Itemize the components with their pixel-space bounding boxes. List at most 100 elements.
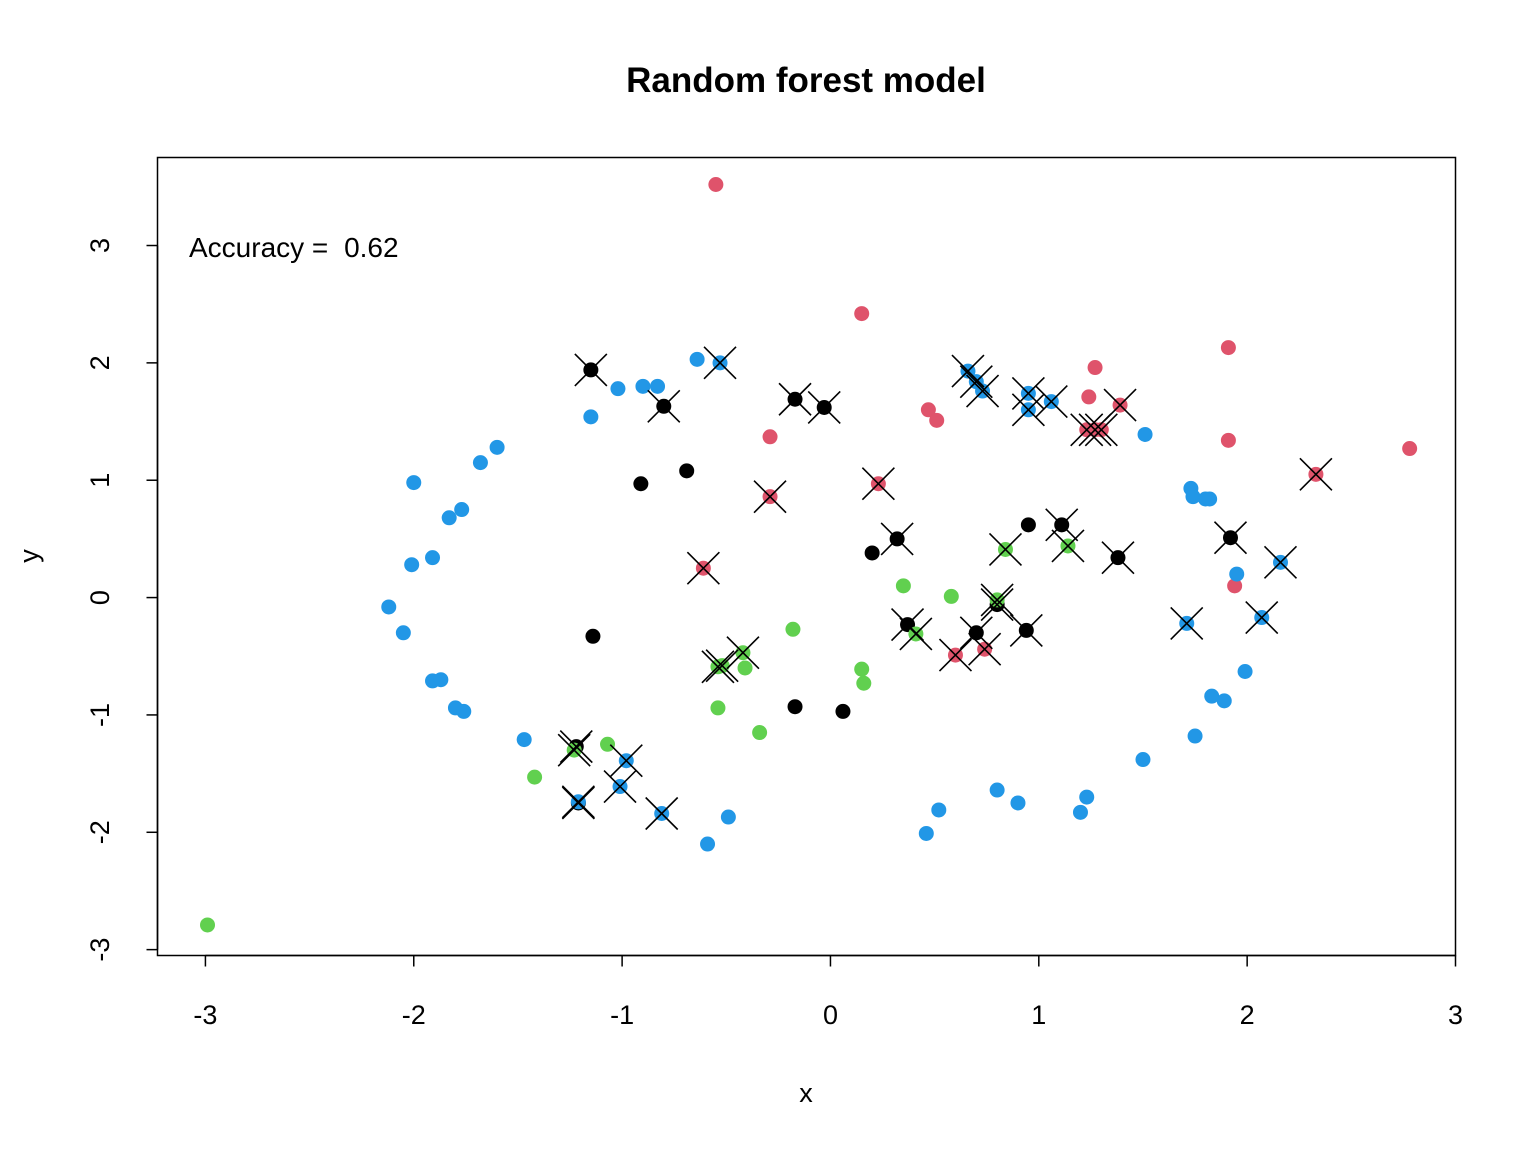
point-class-4 — [425, 550, 441, 566]
misclassified-cross — [1009, 613, 1043, 647]
misclassified-cross — [965, 374, 1000, 408]
point-class-3 — [895, 578, 911, 594]
misclassified-cross — [1034, 385, 1068, 419]
point-class-3 — [854, 661, 870, 677]
point-class-2 — [1220, 432, 1236, 448]
point-class-2 — [920, 402, 936, 418]
x-tick-label: 2 — [1240, 1000, 1255, 1030]
point-class-1 — [787, 699, 803, 715]
misclassified-cross — [1101, 541, 1135, 575]
misclassified-cross — [1245, 600, 1279, 635]
point-class-4 — [1135, 752, 1151, 768]
misclassified-cross — [574, 353, 608, 387]
misclassified-cross — [1084, 413, 1118, 447]
point-class-3 — [785, 621, 801, 637]
x-tick-label: 1 — [1031, 1000, 1046, 1030]
misclassified-cross — [561, 786, 595, 820]
point-class-1 — [835, 703, 851, 719]
point-class-3 — [856, 675, 872, 691]
y-tick-label: 2 — [85, 355, 115, 370]
misclassified-cross — [959, 616, 993, 650]
x-tick-label: 0 — [823, 1000, 838, 1030]
misclassified-cross — [968, 632, 1002, 666]
misclassified-cross — [861, 467, 895, 501]
point-class-4 — [583, 409, 599, 425]
point-class-2 — [1220, 340, 1236, 356]
misclassified-cross — [609, 744, 643, 778]
y-tick-label: -3 — [85, 938, 115, 962]
point-class-3 — [200, 917, 216, 933]
point-class-2 — [708, 176, 724, 192]
point-class-4 — [1185, 489, 1201, 505]
point-class-2 — [1227, 578, 1243, 594]
point-class-4 — [395, 625, 411, 641]
point-class-4 — [1187, 728, 1203, 744]
x-tick-label: -1 — [610, 1000, 634, 1030]
misclassified-cross — [753, 480, 787, 514]
misclassified-cross — [899, 617, 933, 651]
point-class-4 — [1010, 795, 1026, 811]
misclassified-cross — [1213, 521, 1248, 555]
misclassified-cross — [603, 769, 637, 804]
misclassified-cross — [778, 382, 812, 416]
misclassified-cross — [705, 649, 739, 683]
point-class-4 — [1204, 688, 1220, 704]
point-class-4 — [918, 825, 934, 841]
point-class-4 — [406, 475, 422, 491]
point-class-4 — [931, 802, 947, 818]
misclassified-cross — [807, 390, 841, 425]
misclassified-cross — [1170, 606, 1204, 640]
misclassified-cross — [980, 583, 1014, 617]
point-class-4 — [689, 351, 705, 367]
misclassified-cross — [980, 588, 1014, 622]
x-tick-label: 3 — [1448, 1000, 1463, 1030]
point-class-4 — [650, 378, 666, 394]
x-tick-label: -2 — [402, 1000, 426, 1030]
misclassified-cross — [645, 796, 679, 831]
point-class-4 — [433, 672, 449, 688]
point-class-4 — [1079, 789, 1095, 805]
y-tick-label: 3 — [85, 238, 115, 253]
point-class-3 — [527, 769, 543, 785]
point-class-4 — [381, 599, 397, 615]
point-class-4 — [989, 782, 1005, 798]
point-class-1 — [679, 463, 695, 479]
point-class-2 — [762, 429, 778, 445]
y-tick-label: 1 — [85, 473, 115, 488]
point-class-4 — [472, 455, 488, 471]
data-points — [200, 176, 1418, 933]
y-tick-label: 0 — [85, 590, 115, 605]
y-tick-label: -2 — [85, 820, 115, 844]
point-class-4 — [720, 809, 736, 825]
misclassified-cross — [959, 365, 993, 399]
x-axis-label: x — [799, 1078, 813, 1108]
point-class-3 — [600, 736, 616, 752]
misclassified-cross — [880, 522, 914, 556]
point-class-4 — [1237, 664, 1253, 680]
misclassified-cross — [561, 785, 595, 819]
point-class-1 — [864, 545, 880, 561]
point-class-4 — [456, 703, 472, 719]
chart-title: Random forest model — [626, 61, 986, 100]
point-class-3 — [710, 700, 726, 716]
point-class-2 — [1081, 389, 1097, 405]
accuracy-annotation: Accuracy = 0.62 — [189, 232, 399, 263]
accuracy-label: Accuracy = — [189, 232, 336, 263]
point-class-4 — [700, 836, 716, 852]
misclassified-cross — [1011, 376, 1045, 410]
misclassified-cross — [686, 551, 720, 585]
misclassified-cross — [703, 346, 737, 380]
point-class-3 — [737, 660, 753, 676]
y-axis: -3 -2 -1 0 1 2 3 — [85, 238, 159, 962]
y-tick-label: -1 — [85, 703, 115, 727]
misclassified-cross — [951, 354, 985, 388]
point-class-4 — [454, 502, 470, 518]
misclassified-cross — [559, 730, 593, 764]
point-class-4 — [516, 732, 532, 748]
plot-frame — [156, 156, 1457, 957]
misclassified-cross — [1299, 457, 1333, 491]
point-class-1 — [1020, 517, 1036, 533]
point-class-4 — [441, 510, 457, 526]
misclassified-cross — [1070, 413, 1104, 447]
